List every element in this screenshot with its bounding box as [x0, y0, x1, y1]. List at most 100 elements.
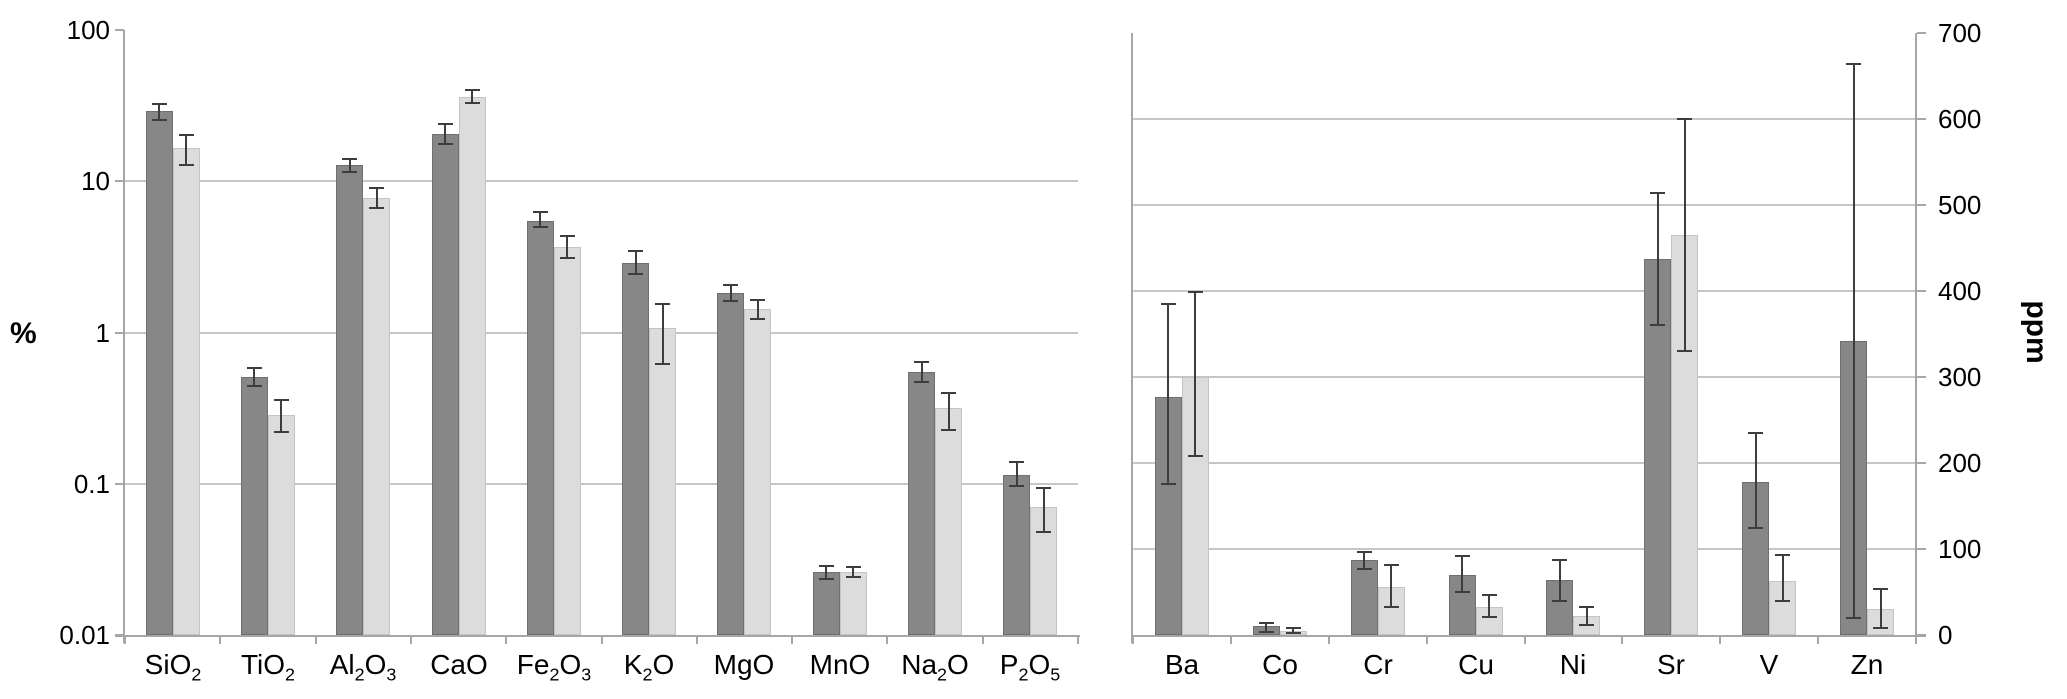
bar-dark [813, 572, 840, 635]
y-axis-tick [115, 332, 124, 334]
error-bar-line [185, 135, 187, 165]
error-bar-cap [369, 207, 384, 209]
error-bar-cap [914, 381, 929, 383]
error-bar-cap [750, 299, 765, 301]
y-tick-label: 0.01 [59, 620, 110, 650]
error-bar-line [539, 212, 541, 227]
error-bar-cap [560, 257, 575, 259]
category-label: Cu [1458, 649, 1494, 680]
y-axis-tick [1917, 32, 1926, 34]
error-bar-cap [1552, 559, 1567, 561]
error-bar-line [1684, 119, 1686, 351]
error-bar-line [825, 566, 827, 579]
category-label: Ni [1559, 649, 1587, 680]
error-bar-cap [533, 211, 548, 213]
error-bar-line [1880, 589, 1882, 629]
error-bar-line [566, 236, 568, 258]
bar-dark [146, 111, 173, 635]
category-tick [1426, 637, 1428, 644]
bar-dark [1003, 475, 1030, 635]
error-bar-line [158, 104, 160, 120]
category-tick [1132, 637, 1134, 644]
error-bar-cap [179, 164, 194, 166]
error-bar-cap [1188, 455, 1203, 457]
bar-dark [1742, 482, 1769, 635]
error-bar-cap [1161, 303, 1176, 305]
bar-dark [336, 165, 363, 635]
bar-light [459, 97, 486, 635]
error-bar-line [1755, 433, 1757, 528]
error-bar-cap [655, 363, 670, 365]
error-bar-cap [723, 284, 738, 286]
y-tick-label: 200 [1938, 448, 1982, 478]
y-axis-tick [1917, 548, 1926, 550]
error-bar-cap [342, 158, 357, 160]
error-bar-cap [1579, 624, 1594, 626]
error-bar-cap [914, 361, 929, 363]
y-axis-tick [1917, 376, 1926, 378]
error-bar-cap [846, 576, 861, 578]
error-bar-line [1363, 552, 1365, 569]
error-bar-cap [438, 143, 453, 145]
bar-light [363, 198, 390, 635]
error-bar-cap [1259, 631, 1274, 633]
y-axis-tick [115, 180, 124, 182]
gridline [1133, 376, 1916, 378]
category-tick [1230, 637, 1232, 644]
error-bar-line [948, 393, 950, 431]
ppm-axis-title: ppm [2020, 300, 2053, 364]
error-bar-line [921, 362, 923, 382]
category-label: V [1759, 649, 1779, 680]
error-bar-cap [1579, 606, 1594, 608]
error-bar-cap [1482, 594, 1497, 596]
error-bar-cap [342, 171, 357, 173]
category-label: Co [1262, 649, 1298, 680]
category-label: Cr [1363, 649, 1393, 680]
y-tick-label: 700 [1938, 18, 1982, 48]
error-bar-cap [1357, 551, 1372, 553]
category-tick [1817, 637, 1819, 644]
gridline [1133, 204, 1916, 206]
error-bar-cap [274, 431, 289, 433]
error-bar-line [1853, 64, 1855, 618]
error-bar-cap [846, 566, 861, 568]
category-tick [886, 637, 888, 644]
error-bar-line [349, 159, 351, 172]
error-bar-line [1167, 304, 1169, 484]
error-bar-cap [1384, 564, 1399, 566]
error-bar-cap [1455, 591, 1470, 593]
error-bar-line [471, 90, 473, 103]
error-bar-line [444, 124, 446, 144]
bar-dark [622, 263, 649, 635]
error-bar-line [253, 368, 255, 386]
error-bar-cap [560, 235, 575, 237]
error-bar-cap [655, 303, 670, 305]
error-bar-cap [1677, 350, 1692, 352]
x-axis-line [1131, 635, 1926, 637]
gridline [1133, 118, 1916, 120]
gridline [1133, 462, 1916, 464]
bar-dark [1351, 560, 1378, 635]
bar-light [744, 309, 771, 635]
error-bar-line [1016, 462, 1018, 486]
gridline [125, 332, 1078, 334]
error-bar-cap [369, 187, 384, 189]
error-bar-cap [1650, 192, 1665, 194]
error-bar-cap [1188, 291, 1203, 293]
category-tick [601, 637, 603, 644]
error-bar-cap [819, 578, 834, 580]
gridline [1133, 290, 1916, 292]
error-bar-cap [1775, 554, 1790, 556]
y-tick-label: 100 [1938, 534, 1982, 564]
category-tick [1524, 637, 1526, 644]
category-tick [1621, 637, 1623, 644]
y-tick-label: 500 [1938, 190, 1982, 220]
error-bar-cap [1357, 568, 1372, 570]
category-tick [505, 637, 507, 644]
y-tick-label: 1 [95, 318, 110, 348]
error-bar-cap [533, 226, 548, 228]
error-bar-cap [1846, 63, 1861, 65]
category-label: Ba [1164, 649, 1200, 680]
bar-dark [717, 293, 744, 635]
category-tick [1077, 637, 1079, 644]
